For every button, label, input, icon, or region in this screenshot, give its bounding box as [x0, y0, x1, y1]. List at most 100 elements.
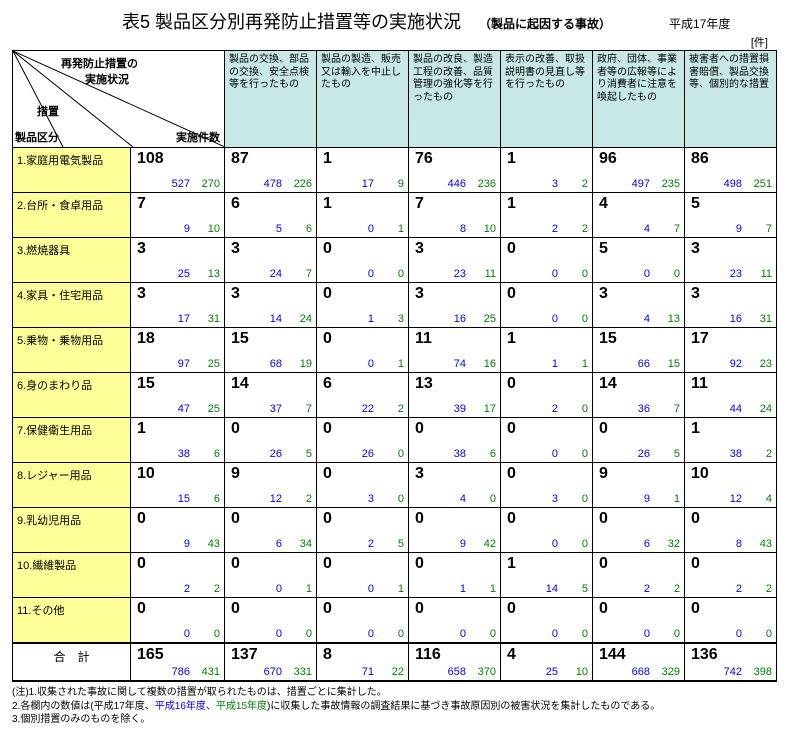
data-cell: 10124: [685, 463, 777, 508]
data-cell: 000: [409, 598, 501, 644]
data-cell: 991: [593, 463, 685, 508]
data-cell: 9122: [225, 463, 317, 508]
fiscal-year: 平成17年度: [669, 15, 730, 32]
data-cell: 011: [409, 553, 501, 598]
data-cell: 000: [131, 598, 225, 644]
data-cell: 31731: [131, 283, 225, 328]
data-cell: 3413: [593, 283, 685, 328]
data-cell: 189725: [131, 328, 225, 373]
table-row: 10.繊維製品0220010010111145022022: [13, 553, 777, 598]
data-cell: 116658370: [409, 643, 501, 681]
data-cell: 001: [317, 553, 409, 598]
data-cell: 14377: [225, 373, 317, 418]
data-cell: 1382: [685, 418, 777, 463]
data-cell: 022: [685, 553, 777, 598]
row-header: 1.家庭用電気製品: [13, 148, 131, 193]
data-cell: 32311: [685, 238, 777, 283]
data-cell: 000: [225, 598, 317, 644]
data-cell: 001: [317, 328, 409, 373]
row-header: 4.家具・住宅用品: [13, 283, 131, 328]
table-row: 11.その他000000000000000000000: [13, 598, 777, 644]
data-cell: 136742398: [685, 643, 777, 681]
row-header: 6.身のまわり品: [13, 373, 131, 418]
data-cell: 154725: [131, 373, 225, 418]
diag-l4: 製品区分: [15, 129, 59, 145]
footnotes: (注)1.収集された事故に関して複数の措置が取られたものは、措置ごとに集計した。…: [12, 686, 774, 727]
total-row: 合 計1657864311376703318712211665837042510…: [13, 643, 777, 681]
data-cell: 31625: [409, 283, 501, 328]
data-cell: 030: [317, 463, 409, 508]
data-cell: 500: [593, 238, 685, 283]
data-cell: 000: [501, 418, 593, 463]
page-subtitle: （製品に起因する事故）: [479, 15, 611, 32]
data-cell: 42510: [501, 643, 593, 681]
col-header: 製品の改良、製造工程の改善、品質管理の強化等を行ったもの: [409, 51, 501, 148]
page-title: 表5 製品区分別再発防止措置等の実施状況: [122, 8, 461, 34]
data-cell: 000: [593, 598, 685, 644]
table-row: 3.燃焼器具3251332470003231100050032311: [13, 238, 777, 283]
data-cell: 000: [317, 598, 409, 644]
data-cell: 000: [501, 283, 593, 328]
data-cell: 111: [501, 328, 593, 373]
col-header: 製品の製造、販売又は輸入を中止したもの: [317, 51, 409, 148]
row-header: 5.乗物・乗物用品: [13, 328, 131, 373]
data-cell: 0260: [317, 418, 409, 463]
data-cell: 7810: [409, 193, 501, 238]
data-cell: 133917: [409, 373, 501, 418]
data-cell: 137670331: [225, 643, 317, 681]
data-cell: 000: [501, 238, 593, 283]
data-table: 再発防止措置の 実施状況 措置 製品区分 実施件数 製品の交換、部品の交換、安全…: [12, 50, 777, 682]
data-cell: 022: [593, 553, 685, 598]
table-row: 8.レジャー用品10156912203034003099110124: [13, 463, 777, 508]
data-cell: 10156: [131, 463, 225, 508]
data-cell: 000: [685, 598, 777, 644]
data-cell: 114424: [685, 373, 777, 418]
data-cell: 76446236: [409, 148, 501, 193]
data-cell: 030: [501, 463, 593, 508]
data-cell: 013: [317, 283, 409, 328]
data-cell: 32513: [131, 238, 225, 283]
data-cell: 101: [317, 193, 409, 238]
diag-l3: 措置: [37, 103, 59, 119]
table-row: 4.家具・住宅用品317313142401331625000341331631: [13, 283, 777, 328]
data-cell: 1386: [131, 418, 225, 463]
data-cell: 000: [501, 598, 593, 644]
data-cell: 108527270: [131, 148, 225, 193]
data-cell: 340: [409, 463, 501, 508]
data-cell: 86498251: [685, 148, 777, 193]
data-cell: 165786431: [131, 643, 225, 681]
diag-l2: 実施状況: [85, 71, 129, 87]
data-cell: 14367: [593, 373, 685, 418]
header: 表5 製品区分別再発防止措置等の実施状況 （製品に起因する事故） 平成17年度: [12, 8, 774, 34]
diagonal-header: 再発防止措置の 実施状況 措置 製品区分 実施件数: [13, 51, 225, 148]
data-cell: 0386: [409, 418, 501, 463]
data-cell: 144668329: [593, 643, 685, 681]
diag-l1: 再発防止措置の: [61, 55, 138, 71]
col-header: 政府、団体、事業者等の広報等により消費者に注意を喚起したもの: [593, 51, 685, 148]
data-cell: 31631: [685, 283, 777, 328]
data-cell: 447: [593, 193, 685, 238]
table-row: 7.保健衛生用品138602650260038600002651382: [13, 418, 777, 463]
col-header: 被害者への措置損害賠償、製品交換等、個別的な措置: [685, 51, 777, 148]
col-header: 製品の交換、部品の交換、安全点検等を行ったもの: [225, 51, 317, 148]
unit-label: [件]: [12, 34, 774, 50]
data-cell: 179223: [685, 328, 777, 373]
row-header: 7.保健衛生用品: [13, 418, 131, 463]
data-cell: 3247: [225, 238, 317, 283]
data-cell: 000: [317, 238, 409, 283]
table-row: 6.身のまわり品15472514377622213391702014367114…: [13, 373, 777, 418]
data-cell: 022: [131, 553, 225, 598]
row-header: 2.台所・食卓用品: [13, 193, 131, 238]
data-cell: 87122: [317, 643, 409, 681]
data-cell: 7910: [131, 193, 225, 238]
data-cell: 156819: [225, 328, 317, 373]
total-header: 合 計: [13, 643, 131, 681]
data-cell: 117416: [409, 328, 501, 373]
header-row: 再発防止措置の 実施状況 措置 製品区分 実施件数 製品の交換、部品の交換、安全…: [13, 51, 777, 148]
data-cell: 1179: [317, 148, 409, 193]
data-cell: 132: [501, 148, 593, 193]
data-cell: 0265: [593, 418, 685, 463]
data-cell: 122: [501, 193, 593, 238]
data-cell: 597: [685, 193, 777, 238]
table-row: 2.台所・食卓用品79106561017810122447597: [13, 193, 777, 238]
